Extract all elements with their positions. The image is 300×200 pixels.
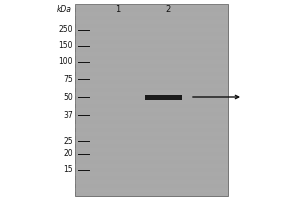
Bar <box>75 140 228 144</box>
Bar <box>75 28 228 32</box>
Bar <box>75 84 228 88</box>
Bar <box>75 52 228 56</box>
Text: 50: 50 <box>63 92 73 102</box>
Text: 250: 250 <box>58 25 73 34</box>
Bar <box>75 116 228 120</box>
Bar <box>75 4 228 8</box>
Bar <box>75 44 228 48</box>
Bar <box>75 172 228 176</box>
Bar <box>75 148 228 152</box>
Bar <box>75 20 228 24</box>
Bar <box>75 92 228 96</box>
Bar <box>75 4 228 196</box>
Text: 25: 25 <box>63 136 73 146</box>
Text: kDa: kDa <box>57 5 72 15</box>
Bar <box>75 60 228 64</box>
Text: 150: 150 <box>58 42 73 50</box>
Text: 75: 75 <box>63 74 73 84</box>
Bar <box>75 164 228 168</box>
Text: 20: 20 <box>63 150 73 158</box>
Bar <box>75 124 228 128</box>
Bar <box>75 108 228 112</box>
Text: 100: 100 <box>58 58 73 66</box>
Bar <box>75 100 228 104</box>
Bar <box>75 12 228 16</box>
Bar <box>75 76 228 80</box>
Bar <box>75 156 228 160</box>
Bar <box>75 68 228 72</box>
Text: 15: 15 <box>63 166 73 174</box>
Bar <box>145 95 182 100</box>
Bar <box>75 132 228 136</box>
Bar <box>75 188 228 192</box>
Bar <box>75 36 228 40</box>
Text: 37: 37 <box>63 110 73 119</box>
Bar <box>75 180 228 184</box>
Text: 2: 2 <box>165 5 171 15</box>
Text: 1: 1 <box>116 5 121 15</box>
